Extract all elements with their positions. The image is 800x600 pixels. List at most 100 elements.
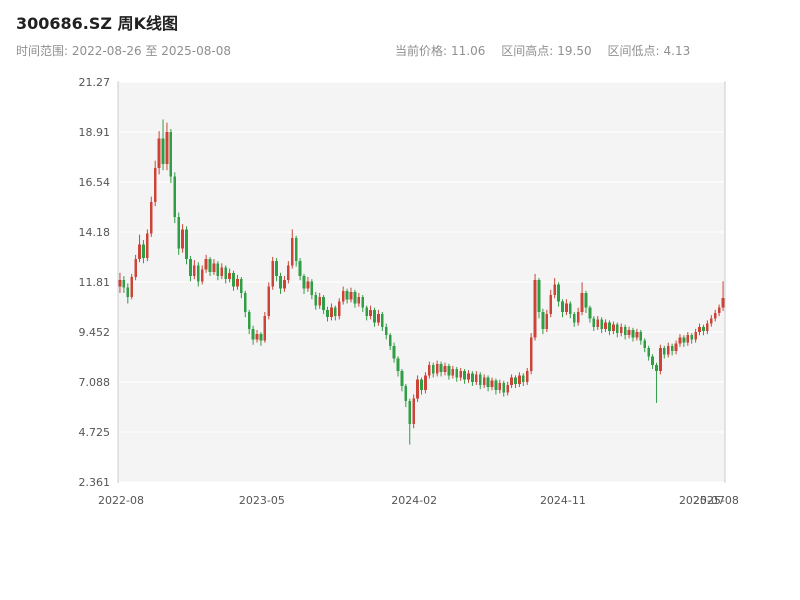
candle-body [185,229,188,260]
candle-body [142,244,145,259]
candle-body [525,371,529,382]
candle-body [271,261,275,287]
candle-body [580,292,584,312]
candle-body [463,371,466,380]
candle-body [420,379,423,391]
candle-body [447,365,451,376]
candle-body [247,311,251,329]
candle-body [706,323,709,331]
candle-body [498,382,502,391]
candle-body [169,132,173,177]
candle-body [416,379,419,399]
candle-body [146,233,149,259]
y-tick-label: 11.81 [79,276,111,289]
candle-body [545,314,549,329]
candle-body [161,138,165,164]
candle-body [412,398,416,425]
candle-body [670,345,674,352]
candle-body [565,303,568,312]
candle-body [369,309,372,317]
candle-body [157,138,161,169]
candle-body [365,307,369,317]
candle-body [553,284,557,296]
candle-body [678,337,682,344]
range-high-label: 区间高点: [501,44,554,58]
candle-body [713,313,717,319]
x-tick-label: 2024-02 [391,494,437,507]
x-tick-label: 2025-07 [679,494,725,507]
candle-body [279,275,282,289]
candle-body [588,307,592,319]
candle-body [322,297,325,310]
candlestick-chart: 21.27 18.91 16.54 14.18 11.81 9.452 7.088 4.725… [79,76,739,507]
candle-body [639,332,643,341]
candle-body [651,356,654,365]
candle-body [228,272,231,280]
current-price-label: 当前价格: [395,44,448,58]
candle-body [619,326,623,334]
range-low-label: 区间低点: [607,44,660,58]
candle-body [290,237,294,266]
candle-body [474,374,478,382]
candle-body [655,364,658,372]
candle-body [518,375,521,384]
time-range-label: 时间范围: 2022-08-26 至 2025-08-08 [16,44,231,58]
candle-body [647,347,651,357]
candle-body [702,326,705,331]
candle-body [431,364,435,374]
candle-body [177,216,181,249]
candle-body [118,280,122,287]
candle-body [674,343,678,352]
candle-body [427,364,431,376]
candle-body [283,280,286,289]
candle-body [243,292,247,312]
candle-body [377,314,380,323]
candle-body [196,265,200,282]
y-tick-label: 4.725 [79,426,111,439]
candle-body [189,259,192,276]
candle-body [439,363,443,373]
candle-body [592,318,596,327]
candle-body [572,314,576,323]
candle-body [584,292,588,308]
candle-body [200,269,204,282]
candle-body [506,384,510,393]
candle-body [521,375,525,382]
candle-body [443,365,447,373]
candle-body [561,301,564,312]
candle-body [326,309,329,318]
candle-body [662,347,666,355]
x-tick-label: 2024-11 [540,494,586,507]
candle-body [275,261,278,276]
candle-body [471,373,474,382]
candle-body [482,377,486,385]
range-high-stat: 区间高点: 19.50 [501,44,591,58]
candle-body [510,377,513,385]
range-high-value: 19.50 [557,44,592,58]
candle-body [694,332,697,340]
candle-body [404,385,408,401]
candle-body [615,324,619,334]
candle-body [341,290,345,302]
candle-body [181,229,184,249]
candle-body [314,295,318,306]
candle-body [502,382,506,393]
y-tick-label: 14.18 [79,226,111,239]
candle-body [204,259,208,270]
candle-body [494,380,498,391]
y-tick-label: 9.452 [79,326,111,339]
candle-body [361,297,365,308]
candle-body [122,280,126,288]
candle-body [286,265,290,281]
candle-body [212,263,216,272]
candle-body [424,375,427,391]
candle-body [302,275,306,289]
page-title: 300686.SZ 周K线图 [16,14,178,33]
candle-body [698,326,701,333]
candle-body [388,335,392,346]
candle-body [192,265,196,276]
candle-body [557,284,560,302]
candle-body [392,345,396,359]
x-tick-label: 2025-08 [693,494,739,507]
candle-body [612,324,615,331]
